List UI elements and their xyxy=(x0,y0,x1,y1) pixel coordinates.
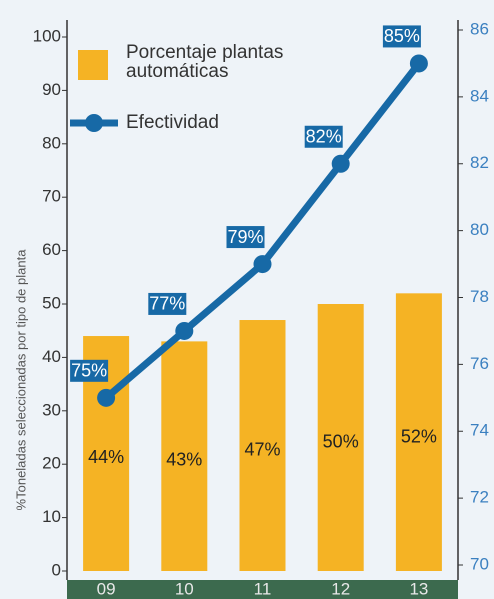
y2-tick-label: 84 xyxy=(470,86,489,105)
y-tick-label: 80 xyxy=(42,133,61,152)
bar-value-label: 50% xyxy=(323,432,359,452)
x-tick-label: 11 xyxy=(254,579,272,598)
y2-tick-label: 82 xyxy=(470,153,489,172)
legend-label: Porcentaje plantas automáticas xyxy=(126,42,284,82)
y-tick-label: 60 xyxy=(42,240,61,259)
x-tick-label: 13 xyxy=(409,579,428,598)
bar xyxy=(395,293,442,571)
label-box xyxy=(148,292,187,315)
line-value-label: 79% xyxy=(227,227,263,247)
bar xyxy=(161,341,208,571)
bar-value-label: 47% xyxy=(244,439,280,459)
label-box xyxy=(382,25,421,48)
bar xyxy=(239,320,286,571)
bar xyxy=(317,304,364,571)
y-tick-label: 20 xyxy=(42,454,61,473)
line-value-label: 85% xyxy=(384,26,420,46)
x-tick-label: 09 xyxy=(97,579,116,598)
x-tick-label: 10 xyxy=(175,579,194,598)
label-box xyxy=(304,125,343,148)
y-tick-label: 50 xyxy=(42,293,61,312)
y2-tick-label: 80 xyxy=(470,220,489,239)
y-tick-label: 0 xyxy=(52,560,61,579)
y2-tick-label: 72 xyxy=(470,488,489,507)
line-marker xyxy=(97,388,116,407)
x-tick-label: 12 xyxy=(331,579,350,598)
line-marker xyxy=(175,321,194,340)
line-marker xyxy=(253,255,272,274)
y-tick-label: 10 xyxy=(42,507,61,526)
y-tick-label: 90 xyxy=(42,80,61,99)
line-value-label: 82% xyxy=(306,127,342,147)
y2-tick-label: 74 xyxy=(470,421,489,440)
bar-value-label: 44% xyxy=(88,447,124,467)
label-box xyxy=(70,359,109,382)
line-marker xyxy=(409,54,428,73)
x-axis-band xyxy=(67,580,458,599)
legend-label: Efectividad xyxy=(126,112,219,133)
line-marker xyxy=(331,154,350,173)
y-axis-title: %Toneladas seleccionadas por tipo de pla… xyxy=(13,249,28,511)
bar-value-label: 52% xyxy=(401,426,437,446)
legend-swatch xyxy=(78,50,108,80)
y2-tick-label: 78 xyxy=(470,287,489,306)
y2-tick-label: 86 xyxy=(470,19,489,38)
line-value-label: 75% xyxy=(71,361,107,381)
label-box xyxy=(226,226,265,249)
y-tick-label: 70 xyxy=(42,187,61,206)
y-tick-label: 30 xyxy=(42,400,61,419)
legend-marker xyxy=(85,114,103,132)
line-value-label: 77% xyxy=(149,294,185,314)
y2-tick-label: 70 xyxy=(470,554,489,573)
y2-tick-label: 76 xyxy=(470,354,489,373)
bar-value-label: 43% xyxy=(166,450,202,470)
y-tick-label: 100 xyxy=(33,26,61,45)
y-tick-label: 40 xyxy=(42,347,61,366)
